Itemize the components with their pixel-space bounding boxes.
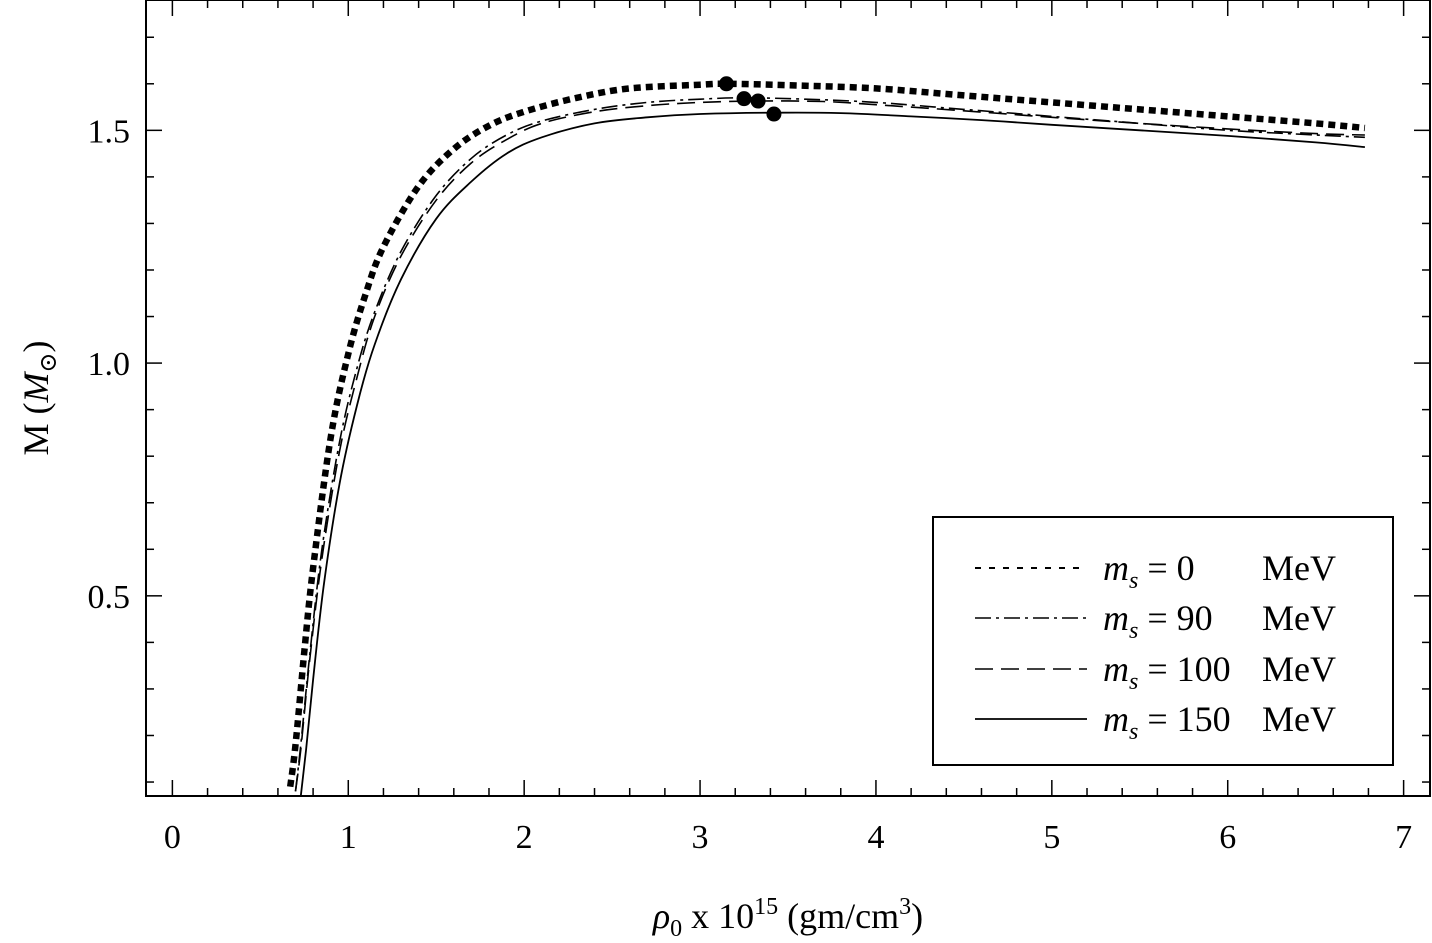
x-tick-label: 0: [164, 819, 181, 856]
x-axis-label: ρ0 x 1015 (gm/cm3): [652, 894, 923, 942]
legend-label-ms-0: ms = 0: [1103, 548, 1195, 594]
max-mass-point: [766, 106, 782, 122]
x-tick-label: 3: [692, 819, 709, 856]
series-line-ms-100: [294, 100, 1365, 792]
series-line-ms-150: [299, 111, 1365, 797]
y-tick-label: 0.5: [88, 579, 131, 616]
max-points-layer: [718, 76, 782, 122]
max-mass-point: [750, 93, 766, 109]
x-tick-label: 4: [867, 819, 884, 856]
y-tick-label: 1.5: [88, 113, 131, 150]
legend-box: [932, 516, 1394, 766]
legend-label-ms-100: ms = 100: [1103, 649, 1231, 695]
legend-label-ms-90: ms = 90: [1103, 598, 1213, 644]
axis-ticks: [146, 0, 1430, 796]
legend-unit: MeV: [1262, 598, 1336, 638]
legend-unit: MeV: [1262, 649, 1336, 689]
y-tick-label: 1.0: [88, 346, 131, 383]
x-tick-label: 5: [1043, 819, 1060, 856]
legend-unit: MeV: [1262, 699, 1336, 739]
max-mass-point: [718, 76, 734, 92]
y-axis-label: M (M⊙): [16, 340, 62, 455]
series-layer: [286, 80, 1366, 797]
x-tick-label: 2: [516, 819, 533, 856]
tick-labels: 0 1 2 3 4 5 6 7 0.5 1.0 1.5: [88, 113, 1413, 856]
x-tick-label: 1: [340, 819, 357, 856]
max-mass-point: [736, 91, 752, 107]
x-tick-label: 7: [1395, 819, 1412, 856]
plot-frame: [145, 0, 1431, 797]
legend: ms = 0 MeV ms = 90 MeV ms = 100 MeV ms = 150 Me…: [932, 516, 1394, 766]
legend-unit: MeV: [1262, 548, 1336, 588]
x-tick-label: 6: [1219, 819, 1236, 856]
series-line-ms-0: [286, 80, 1366, 788]
legend-label-ms-150: ms = 150: [1103, 699, 1231, 745]
